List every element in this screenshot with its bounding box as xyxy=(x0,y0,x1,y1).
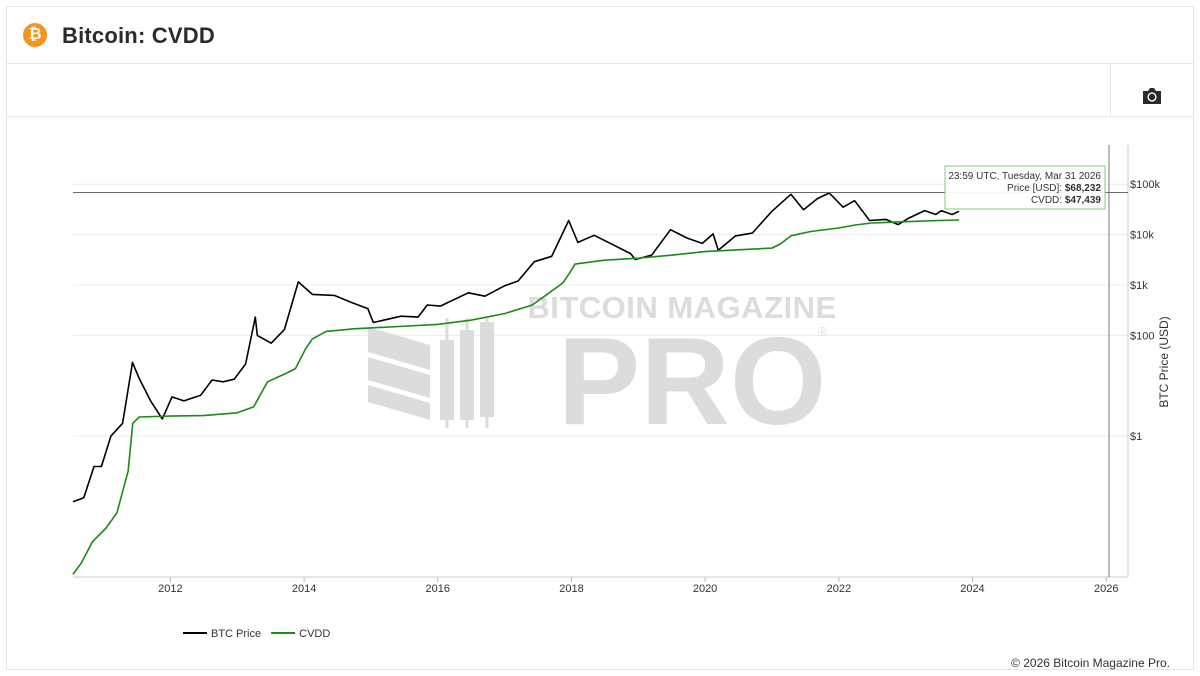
x-tick-label: 2020 xyxy=(693,583,717,595)
watermark-line1: BITCOIN MAGAZINE xyxy=(527,290,836,325)
bitcoin-logo-icon: ₿ xyxy=(23,23,47,47)
tooltip-price: Price [USD]: $68,232 xyxy=(1007,183,1101,194)
tooltip-cvdd-value: $47,439 xyxy=(1065,195,1102,206)
tooltip-box xyxy=(944,165,1106,210)
tooltip-cvdd-label: CVDD: xyxy=(1031,195,1065,206)
x-tick-label: 2022 xyxy=(827,583,851,595)
page-title: Bitcoin: CVDD xyxy=(62,23,215,48)
legend-label: BTC Price xyxy=(211,628,261,640)
chart-series xyxy=(72,192,960,575)
x-tick-label: 2018 xyxy=(559,583,583,595)
camera-icon[interactable] xyxy=(1141,85,1163,107)
page-header: ₿ Bitcoin: CVDD xyxy=(6,6,1194,64)
x-tick-label: 2014 xyxy=(292,583,316,595)
y-tick-label: $100k xyxy=(1130,179,1160,191)
chart-toolbar xyxy=(6,64,1194,117)
x-tick-label: 2026 xyxy=(1094,583,1118,595)
y-tick-label: $10k xyxy=(1130,230,1154,242)
y-tick-label: $100 xyxy=(1130,330,1154,342)
tooltip-price-value: $68,232 xyxy=(1065,183,1102,194)
watermark-line2: PRO xyxy=(558,313,827,451)
series-line-btc-price xyxy=(72,192,960,503)
tooltip-date: 23:59 UTC, Tuesday, Mar 31 2026 xyxy=(948,171,1101,182)
x-tick-label: 2012 xyxy=(158,583,182,595)
legend-label: CVDD xyxy=(299,628,330,640)
tooltip-cvdd: CVDD: $47,439 xyxy=(1031,195,1101,206)
chart-axes: $1 $100 $1k $10k $100k 2012 2014 2016 2018 2020 20… xyxy=(73,145,1171,595)
x-tick-label: 2016 xyxy=(425,583,449,595)
watermark-registered: ® xyxy=(818,324,828,339)
legend-item-cvdd[interactable]: CVDD xyxy=(271,628,330,640)
x-tick-label: 2024 xyxy=(960,583,984,595)
copyright-text: © 2026 Bitcoin Magazine Pro. xyxy=(1011,656,1170,670)
series-line-cvdd xyxy=(72,219,960,575)
toolbar-divider xyxy=(1110,64,1111,116)
watermark-logo-icon xyxy=(368,318,494,428)
tooltip-price-label: Price [USD]: xyxy=(1007,183,1065,194)
y-axis-title: BTC Price (USD) xyxy=(1157,316,1171,407)
y-tick-label: $1 xyxy=(1130,431,1142,443)
legend-item-btc-price[interactable]: BTC Price xyxy=(183,628,261,640)
chart-legend: BTC Price CVDD xyxy=(183,628,330,640)
y-tick-label: $1k xyxy=(1130,280,1148,292)
